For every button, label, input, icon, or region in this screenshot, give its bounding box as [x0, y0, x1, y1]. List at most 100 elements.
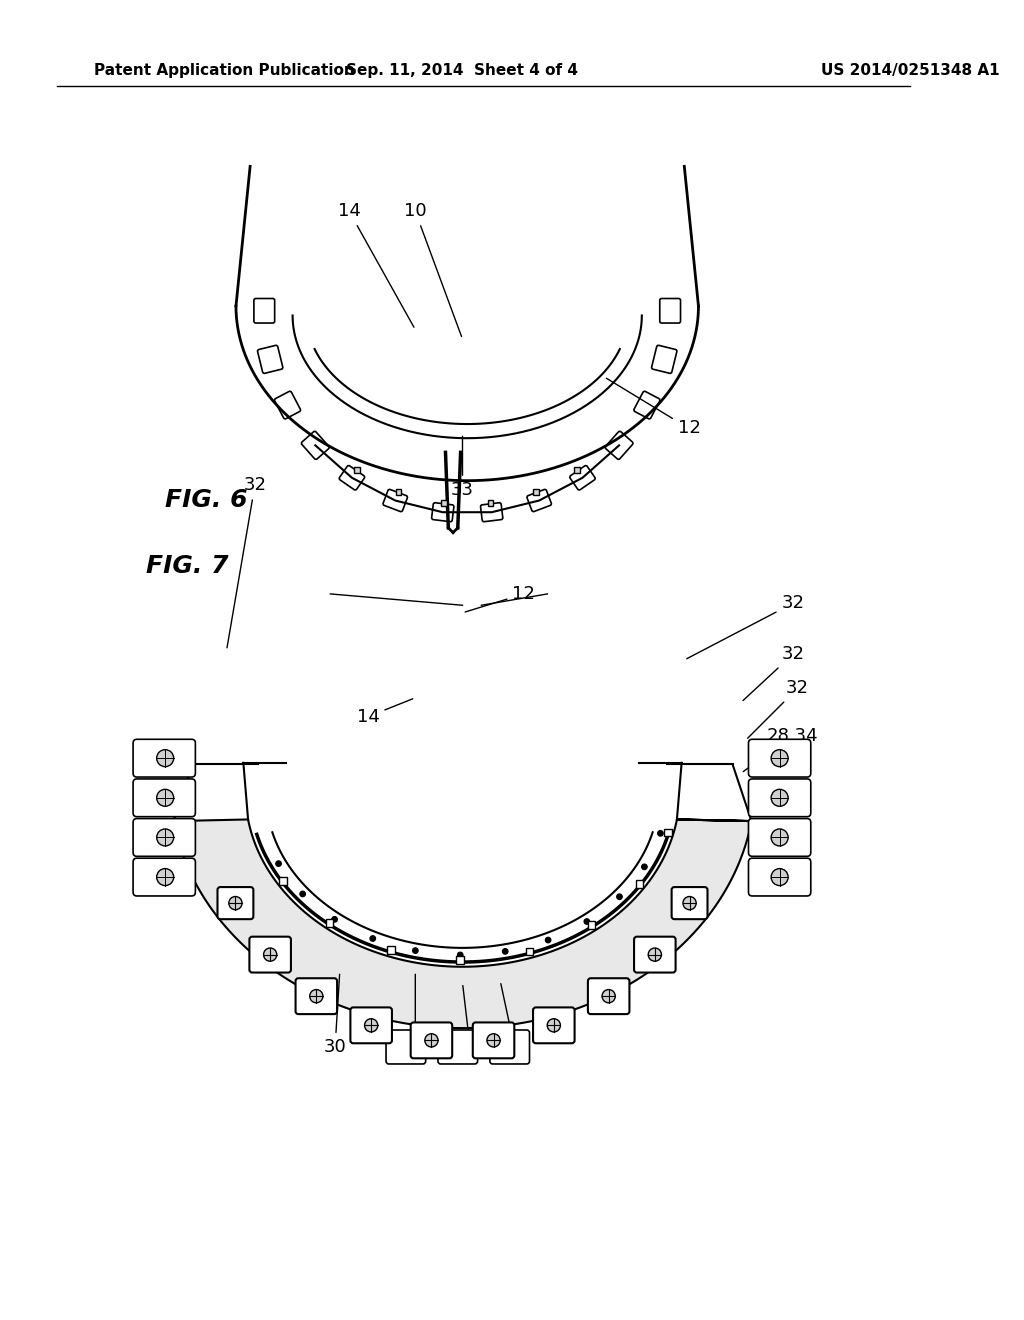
- Circle shape: [584, 919, 590, 924]
- FancyBboxPatch shape: [651, 346, 677, 374]
- Circle shape: [771, 789, 788, 807]
- Polygon shape: [636, 880, 643, 887]
- FancyBboxPatch shape: [386, 1030, 426, 1064]
- Circle shape: [602, 990, 615, 1003]
- Text: 12: 12: [606, 379, 700, 437]
- Polygon shape: [173, 820, 752, 1028]
- Circle shape: [458, 952, 463, 958]
- Circle shape: [547, 1019, 560, 1032]
- Text: Sep. 11, 2014  Sheet 4 of 4: Sep. 11, 2014 Sheet 4 of 4: [346, 62, 579, 78]
- Text: 10: 10: [404, 974, 427, 1056]
- FancyBboxPatch shape: [489, 1030, 529, 1064]
- Text: 28,34: 28,34: [743, 726, 818, 772]
- Polygon shape: [354, 467, 360, 473]
- FancyBboxPatch shape: [634, 937, 676, 973]
- Polygon shape: [457, 957, 464, 964]
- Polygon shape: [665, 829, 672, 837]
- Circle shape: [309, 990, 323, 1003]
- Text: 10: 10: [404, 202, 462, 337]
- FancyBboxPatch shape: [588, 978, 630, 1014]
- Polygon shape: [441, 500, 446, 506]
- FancyBboxPatch shape: [749, 818, 811, 857]
- Circle shape: [300, 891, 305, 896]
- Text: Patent Application Publication: Patent Application Publication: [94, 62, 355, 78]
- Circle shape: [657, 830, 664, 836]
- Polygon shape: [526, 948, 534, 956]
- FancyBboxPatch shape: [605, 432, 633, 459]
- FancyBboxPatch shape: [411, 1023, 453, 1059]
- Text: FIG. 7: FIG. 7: [146, 553, 228, 578]
- FancyBboxPatch shape: [296, 978, 337, 1014]
- FancyBboxPatch shape: [217, 887, 253, 919]
- FancyBboxPatch shape: [133, 779, 196, 817]
- Circle shape: [263, 948, 276, 961]
- FancyBboxPatch shape: [133, 858, 196, 896]
- Circle shape: [228, 896, 242, 909]
- FancyBboxPatch shape: [569, 466, 595, 490]
- Text: 14: 14: [338, 202, 414, 327]
- Circle shape: [275, 861, 282, 866]
- FancyBboxPatch shape: [672, 887, 708, 919]
- Circle shape: [157, 789, 174, 807]
- Text: 12: 12: [465, 585, 536, 612]
- FancyBboxPatch shape: [133, 818, 196, 857]
- Polygon shape: [395, 488, 401, 495]
- FancyBboxPatch shape: [749, 739, 811, 777]
- Circle shape: [332, 916, 338, 923]
- Text: 32: 32: [743, 645, 804, 701]
- Circle shape: [370, 936, 376, 941]
- FancyBboxPatch shape: [350, 1007, 392, 1043]
- Text: FIG. 6: FIG. 6: [165, 487, 248, 512]
- FancyBboxPatch shape: [383, 490, 408, 512]
- Circle shape: [771, 750, 788, 767]
- Text: 32: 32: [748, 680, 809, 738]
- Polygon shape: [326, 919, 334, 927]
- FancyBboxPatch shape: [250, 937, 291, 973]
- Polygon shape: [487, 500, 494, 506]
- Text: 32: 32: [687, 594, 804, 659]
- FancyBboxPatch shape: [480, 503, 503, 521]
- Circle shape: [683, 896, 696, 909]
- FancyBboxPatch shape: [634, 391, 659, 418]
- FancyBboxPatch shape: [301, 432, 330, 459]
- Text: US 2014/0251348 A1: US 2014/0251348 A1: [821, 62, 999, 78]
- Circle shape: [365, 1019, 378, 1032]
- FancyBboxPatch shape: [339, 466, 365, 490]
- FancyBboxPatch shape: [254, 298, 274, 323]
- Text: 30: 30: [501, 983, 525, 1056]
- FancyBboxPatch shape: [473, 1023, 514, 1059]
- FancyBboxPatch shape: [534, 1007, 574, 1043]
- FancyBboxPatch shape: [527, 490, 551, 512]
- Text: 33: 33: [451, 436, 474, 499]
- Polygon shape: [279, 876, 287, 884]
- Polygon shape: [588, 921, 596, 929]
- Text: 30: 30: [324, 974, 346, 1056]
- Circle shape: [157, 750, 174, 767]
- Circle shape: [648, 948, 662, 961]
- FancyBboxPatch shape: [438, 1030, 477, 1064]
- Text: 32: 32: [227, 477, 266, 648]
- Circle shape: [413, 948, 418, 953]
- Circle shape: [157, 829, 174, 846]
- Circle shape: [616, 894, 623, 899]
- FancyBboxPatch shape: [274, 391, 301, 418]
- Text: 14: 14: [356, 698, 413, 726]
- Polygon shape: [387, 946, 394, 954]
- FancyBboxPatch shape: [432, 503, 454, 521]
- Circle shape: [642, 865, 647, 870]
- FancyBboxPatch shape: [659, 298, 681, 323]
- FancyBboxPatch shape: [749, 779, 811, 817]
- Circle shape: [157, 869, 174, 886]
- FancyBboxPatch shape: [749, 858, 811, 896]
- Circle shape: [546, 937, 551, 942]
- Circle shape: [425, 1034, 438, 1047]
- Circle shape: [487, 1034, 500, 1047]
- Circle shape: [771, 829, 788, 846]
- FancyBboxPatch shape: [257, 346, 283, 374]
- Polygon shape: [574, 467, 580, 473]
- FancyBboxPatch shape: [133, 739, 196, 777]
- Polygon shape: [534, 488, 539, 495]
- Circle shape: [771, 869, 788, 886]
- Text: 16a: 16a: [453, 986, 487, 1056]
- Circle shape: [503, 949, 508, 954]
